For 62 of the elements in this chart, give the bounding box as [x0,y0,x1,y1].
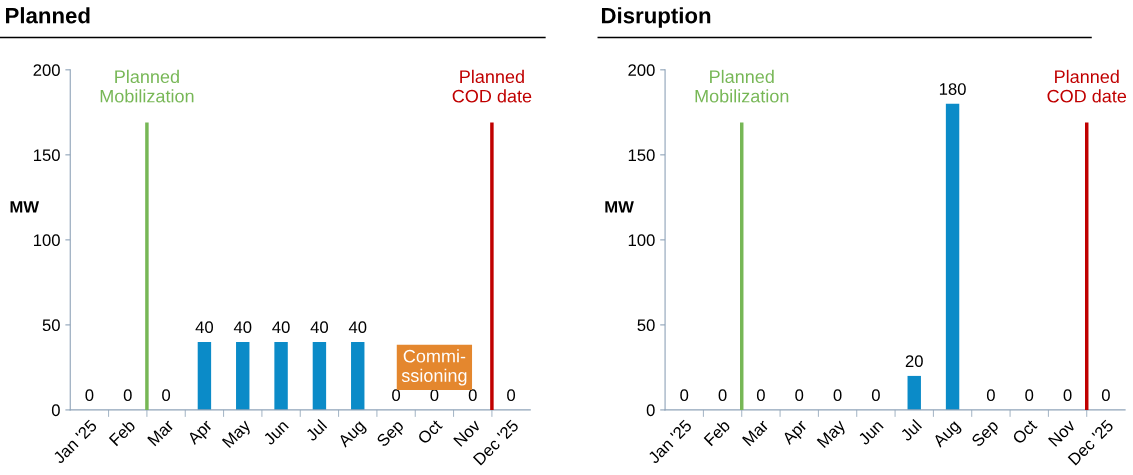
x-tick-label: Jun [857,419,884,446]
y-tick-label: 100 [33,234,60,247]
data-label: 0 [392,389,401,402]
x-tick-label: Sep [375,419,407,450]
data-label: 0 [1025,389,1034,402]
data-label: 40 [310,321,329,334]
y-tick-label: 0 [51,404,60,417]
data-label: 0 [85,389,94,402]
data-label: 0 [833,389,842,402]
data-label: 40 [348,321,367,334]
data-label: 0 [468,389,477,402]
y-tick-label: 0 [646,404,655,417]
y-tick-label: 200 [628,64,655,77]
x-tick-label: May [816,418,849,451]
x-tick-label: Feb [108,418,136,447]
x-tick-label: Sep [970,419,1002,450]
y-tick-label: 200 [33,64,60,77]
data-label: 0 [718,389,727,402]
data-label: 0 [507,389,516,402]
data-label: 0 [1101,389,1110,402]
ref-line-label: Planned COD date [452,69,532,103]
data-label: 20 [905,355,923,368]
x-tick-label: Jan '25 [52,419,98,465]
x-tick-label: Apr [781,418,811,448]
x-tick-label: Jun [262,419,289,446]
x-tick-label: Mar [742,418,770,447]
data-label: 0 [1063,389,1072,402]
data-label: 0 [795,389,804,402]
x-tick-label: Jan '25 [647,419,693,465]
y-tick-label: 50 [42,319,60,332]
x-tick-label: Apr [186,418,216,448]
x-tick-label: Oct [1011,418,1038,445]
y-axis-title: MW [605,201,634,213]
data-label: 0 [680,389,689,402]
data-label: 40 [233,321,252,334]
data-label: 0 [986,389,995,402]
ref-line-label: Planned Mobilization [100,69,194,103]
x-tick-label: Jul [899,419,923,442]
x-tick-label: Feb [703,418,731,447]
data-label: 0 [162,389,171,402]
x-tick-label: Mar [147,418,175,447]
data-label: 40 [272,321,290,334]
x-tick-label: Oct [416,418,443,445]
annotation: Commi- ssioning [401,349,467,386]
data-label: 40 [195,321,214,334]
chart-title: Disruption [601,7,711,28]
y-tick-label: 150 [628,149,655,162]
data-label: 0 [123,389,132,402]
ref-line-label: Planned Mobilization [695,69,789,103]
y-tick-label: 50 [637,319,655,332]
ref-line-label: Planned COD date [1047,69,1127,103]
x-tick-label: Jul [304,419,328,442]
data-label: 0 [756,389,765,402]
data-label: 0 [871,389,880,402]
y-tick-label: 150 [33,149,60,162]
x-tick-label: May [221,418,254,451]
y-tick-label: 100 [628,234,655,247]
x-tick-label: Aug [337,419,368,451]
x-tick-label: Aug [932,419,963,451]
chart-title: Planned [6,7,90,24]
y-axis-title: MW [10,201,40,213]
data-label: 180 [939,83,966,95]
